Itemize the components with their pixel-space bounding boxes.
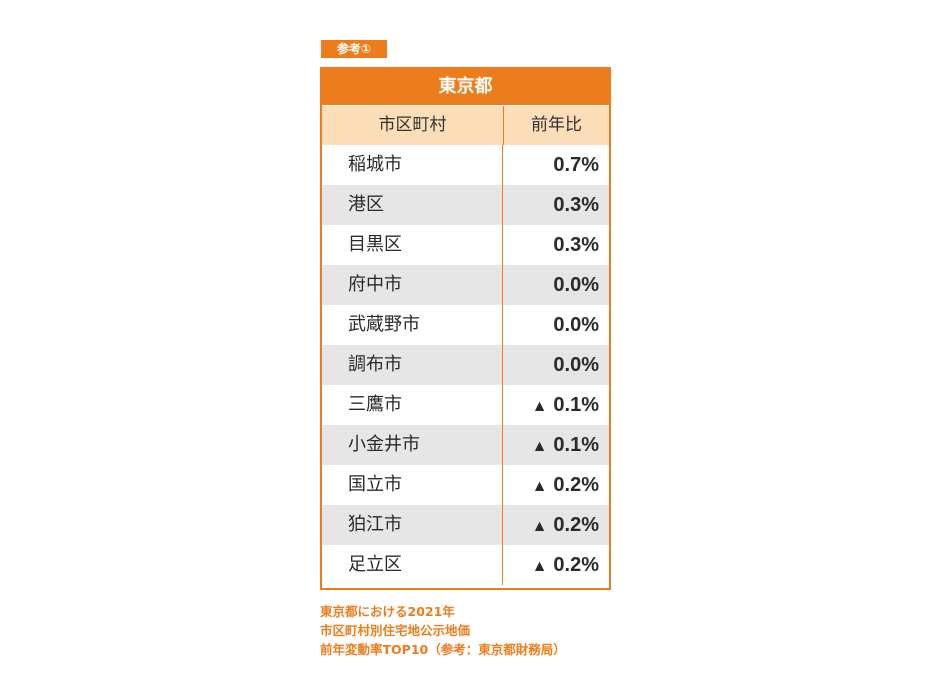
table-row: 狛江市 ▲ 0.2% (322, 505, 609, 545)
change-value-cell: ▲ 0.1% (503, 425, 609, 465)
municipality-name: 小金井市 (322, 425, 503, 465)
table-header-row: 市区町村 前年比 (322, 105, 609, 145)
table-row: 港区 0.3% (322, 185, 609, 225)
change-value-cell: 0.7% (503, 145, 609, 185)
change-value-cell: ▲ 0.1% (503, 385, 609, 425)
change-value: 0.2% (553, 474, 599, 496)
change-value-cell: ▲ 0.2% (503, 465, 609, 505)
table-row: 国立市 ▲ 0.2% (322, 465, 609, 505)
change-value: 0.3% (553, 234, 599, 256)
municipality-name: 港区 (322, 185, 503, 225)
table-row: 武蔵野市 0.0% (322, 305, 609, 345)
change-value-cell: 0.0% (503, 265, 609, 305)
change-value-cell: 0.3% (503, 225, 609, 265)
change-value: 0.2% (553, 514, 599, 536)
municipality-name: 狛江市 (322, 505, 503, 545)
change-value-cell: ▲ 0.2% (503, 505, 609, 545)
decrease-triangle-icon: ▲ (531, 398, 548, 415)
table-row: 足立区 ▲ 0.2% (322, 545, 609, 585)
column-header-municipality: 市区町村 (322, 106, 504, 145)
table-row: 府中市 0.0% (322, 265, 609, 305)
table-row: 目黒区 0.3% (322, 225, 609, 265)
change-value: 0.0% (553, 314, 599, 336)
change-value-cell: 0.3% (503, 185, 609, 225)
table-row: 調布市 0.0% (322, 345, 609, 385)
decrease-triangle-icon: ▲ (531, 478, 548, 495)
municipality-name: 三鷹市 (322, 385, 503, 425)
decrease-triangle-icon: ▲ (531, 558, 548, 575)
table-row: 稲城市 0.7% (322, 145, 609, 185)
change-value: 0.1% (553, 434, 599, 456)
municipality-name: 稲城市 (322, 145, 503, 185)
change-value: 0.2% (553, 554, 599, 576)
municipality-name: 武蔵野市 (322, 305, 503, 345)
change-value: 0.0% (553, 274, 599, 296)
table-title: 東京都 (322, 69, 609, 105)
caption-line-2: 市区町村別住宅地公示地価 (320, 623, 471, 638)
column-header-change: 前年比 (531, 115, 582, 135)
change-value-cell: 0.0% (503, 305, 609, 345)
change-value: 0.0% (553, 354, 599, 376)
caption-line-3: 前年変動率TOP10（参考：東京都財務局） (320, 642, 566, 657)
caption-line-1: 東京都における2021年 (320, 604, 455, 619)
municipality-name: 足立区 (322, 545, 503, 585)
change-value: 0.7% (553, 154, 599, 176)
table-row: 三鷹市 ▲ 0.1% (322, 385, 609, 425)
change-value: 0.3% (553, 194, 599, 216)
table-row: 小金井市 ▲ 0.1% (322, 425, 609, 465)
decrease-triangle-icon: ▲ (531, 518, 548, 535)
municipality-name: 調布市 (322, 345, 503, 385)
municipality-name: 府中市 (322, 265, 503, 305)
change-value: 0.1% (553, 394, 599, 416)
municipality-name: 国立市 (322, 465, 503, 505)
reference-tag: 参考① (321, 40, 387, 58)
change-value-cell: 0.0% (503, 345, 609, 385)
decrease-triangle-icon: ▲ (531, 438, 548, 455)
change-value-cell: ▲ 0.2% (503, 545, 609, 585)
caption: 東京都における2021年 市区町村別住宅地公示地価 前年変動率TOP10（参考：… (320, 602, 566, 659)
table-body: 稲城市 0.7% 港区 0.3% 目黒区 0.3% 府中市 0.0% 武蔵野市 0.0% 調布市 0.… (322, 145, 609, 585)
price-change-table: 東京都 市区町村 前年比 稲城市 0.7% 港区 0.3% 目黒区 0.3% 府中市 0.0%… (320, 67, 611, 590)
municipality-name: 目黒区 (322, 225, 503, 265)
